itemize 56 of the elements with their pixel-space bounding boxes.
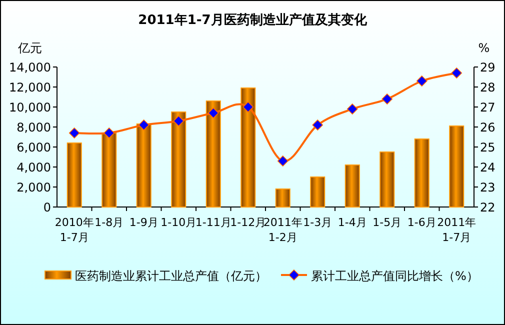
y2-tick-label: 24 (480, 160, 496, 174)
point (451, 68, 462, 78)
x-tick-label: 2010年 1-7月 (54, 216, 94, 244)
point (242, 102, 254, 112)
x-tick-label: 1-6月 (407, 216, 436, 229)
y2-tick-label: 23 (480, 180, 496, 194)
y2-tick-label: 27 (480, 100, 496, 114)
point (382, 94, 393, 104)
y-tick-label: 4,000 (16, 160, 51, 174)
bar (414, 138, 430, 208)
point (173, 116, 184, 126)
point (346, 104, 358, 114)
x-tick-label: 1-8月 (94, 216, 124, 229)
legend-label: 累计工业总产值同比增长（%） (311, 269, 478, 283)
x-tick-label: 1-11月 (195, 216, 232, 229)
bar (310, 176, 326, 208)
bar (240, 88, 256, 208)
x-tick-label: 1-10月 (160, 216, 197, 229)
point (208, 108, 219, 118)
point (416, 76, 428, 86)
y2-axis-title: % (478, 41, 490, 55)
bar (380, 152, 395, 208)
y-tick-label: 10,000 (9, 100, 51, 114)
y2-tick-label: 26 (480, 120, 496, 134)
x-tick-label: 1-4月 (338, 216, 367, 229)
point (68, 128, 80, 138)
x-tick-label: 2011年 1-2月 (263, 216, 302, 244)
point (277, 156, 288, 166)
y-tick-label: 8,000 (16, 120, 51, 134)
y-tick-label: 0 (43, 200, 51, 214)
bar (275, 188, 290, 208)
x-tick-label: 1-9月 (129, 216, 158, 229)
x-tick-label: 1-3月 (303, 216, 332, 229)
point (312, 120, 324, 130)
point (138, 120, 150, 130)
x-tick-label: 1-5月 (372, 216, 402, 229)
y-tick-label: 2,000 (16, 180, 51, 194)
y-axis-title: 亿元 (17, 41, 42, 55)
x-tick-label: 2011年 1-7月 (437, 216, 476, 244)
y-tick-label: 6,000 (16, 140, 51, 154)
y2-tick-label: 28 (480, 80, 496, 94)
bar (344, 164, 360, 208)
y2-tick-label: 29 (480, 60, 496, 74)
y-tick-label: 12,000 (9, 80, 51, 94)
point (104, 128, 115, 138)
bar (66, 142, 82, 208)
y2-tick-label: 25 (480, 140, 496, 154)
bar (206, 100, 221, 208)
chart-title: 2011年1-7月医药制造业产值及其变化 (138, 12, 368, 28)
bar (449, 126, 464, 208)
bar (102, 132, 117, 208)
y-tick-label: 14,000 (9, 60, 51, 74)
bar (171, 112, 186, 208)
legend-label: 医药制造业累计工业总产值（亿元） (75, 269, 267, 283)
bar (136, 124, 152, 208)
y2-tick-label: 22 (480, 200, 496, 214)
